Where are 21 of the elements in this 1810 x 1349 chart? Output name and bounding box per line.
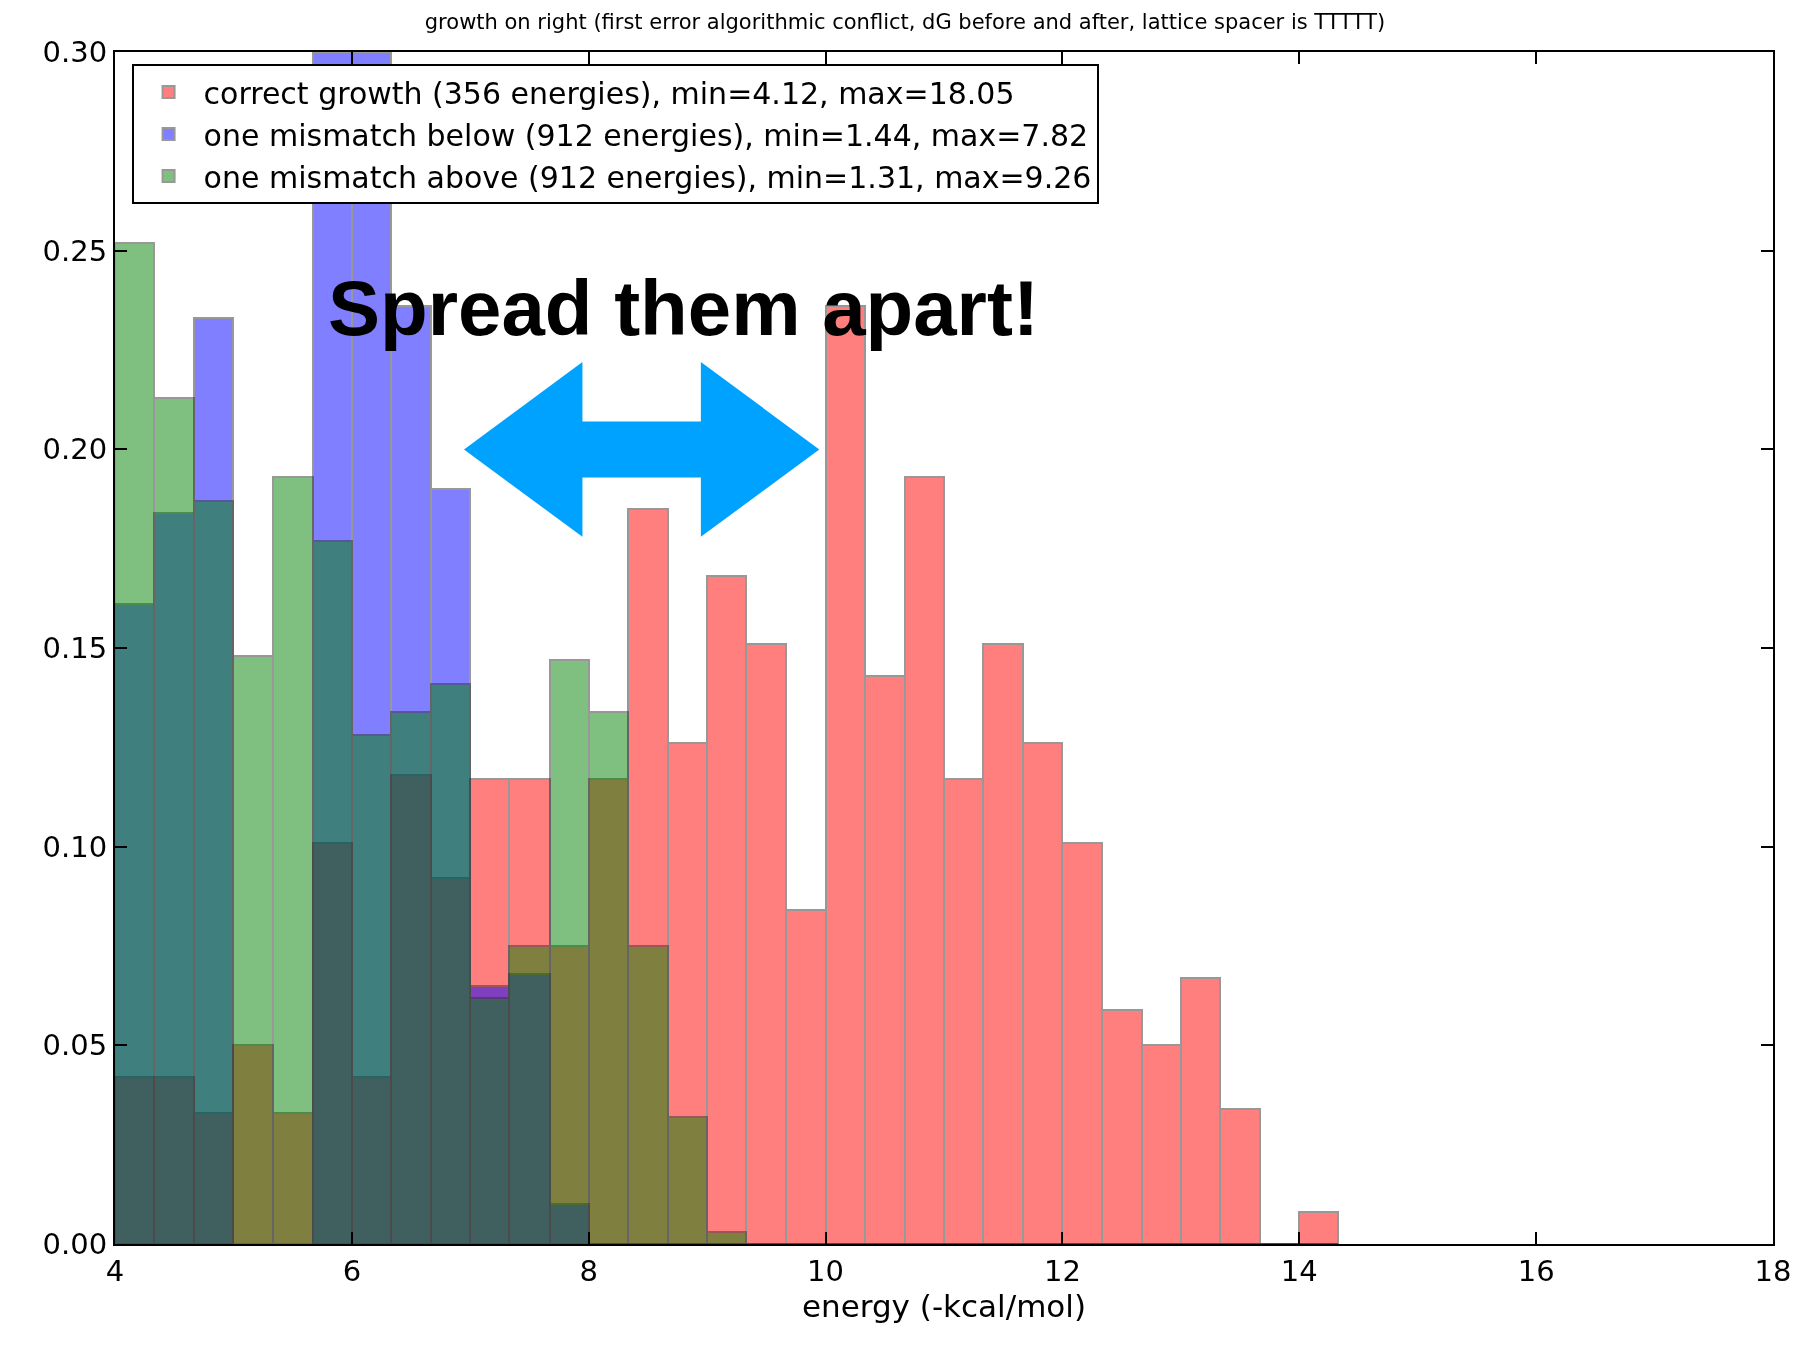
y-tick-label: 0.00 — [42, 1227, 108, 1262]
annotation: Spread them apart! — [328, 262, 1039, 354]
y-tick-label: 0.05 — [42, 1028, 108, 1063]
x-tick-label: 14 — [1280, 1253, 1318, 1288]
y-tick-label: 0.20 — [42, 432, 108, 467]
x-tick-label: 8 — [579, 1253, 598, 1288]
y-tick-label: 0.10 — [42, 829, 108, 864]
x-tick-label: 18 — [1754, 1253, 1792, 1288]
legend-label: one mismatch below (912 energies), min=1.44, max=7.82 — [203, 117, 1089, 153]
x-tick-label: 6 — [342, 1253, 362, 1288]
x-tick-label: 10 — [807, 1253, 845, 1288]
y-tick-label: 0.30 — [42, 35, 108, 70]
x-axis-title: energy (-kcal/mol) — [801, 1287, 1087, 1324]
y-tick-label: 0.15 — [42, 631, 108, 666]
chart-title: growth on right (first error algorithmic conflict, dG before and after, lattice spacer is TTTTT) — [424, 9, 1386, 34]
y-tick-label: 0.25 — [42, 233, 108, 268]
x-tick-label: 12 — [1043, 1253, 1081, 1288]
x-tick-label: 4 — [105, 1253, 125, 1288]
legend-label: correct growth (356 energies), min=4.12, max=18.05 — [203, 75, 1015, 111]
x-tick-label: 16 — [1517, 1253, 1555, 1288]
legend-label: one mismatch above (912 energies), min=1.31, max=9.26 — [203, 159, 1092, 195]
